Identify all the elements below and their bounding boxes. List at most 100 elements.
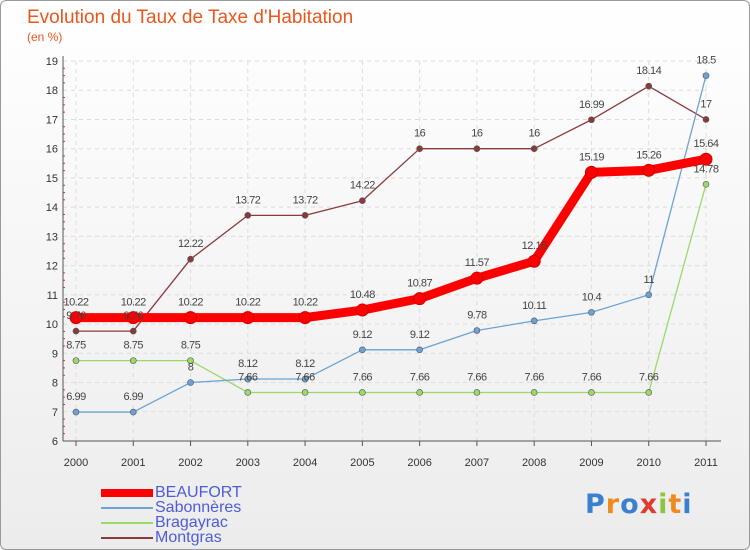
data-label: 8.75	[181, 340, 201, 352]
logo-letter: P	[585, 489, 606, 520]
data-point	[702, 116, 710, 123]
data-label: 10.87	[407, 278, 432, 290]
data-label: 7.66	[295, 371, 315, 383]
legend-label: Sabonnères	[155, 499, 242, 516]
data-label: 10.22	[121, 297, 146, 309]
data-label: 12.22	[178, 238, 203, 250]
x-tick-label: 2000	[64, 457, 88, 469]
data-label: 16	[414, 128, 426, 140]
data-point	[298, 311, 312, 325]
data-label: 8	[188, 362, 194, 374]
logo-letter: x	[639, 489, 659, 520]
data-label: 7.66	[353, 371, 373, 383]
data-point	[359, 197, 366, 205]
data-label: 13.72	[235, 194, 260, 206]
data-label: 14.78	[693, 163, 718, 175]
data-label: 11.57	[465, 257, 490, 269]
data-label: 10.4	[582, 291, 602, 303]
data-point	[702, 72, 710, 79]
y-tick-label: 6	[52, 436, 58, 448]
data-label: 7.66	[467, 371, 487, 383]
data-label: 15.19	[579, 151, 604, 163]
x-tick-label: 2001	[121, 457, 145, 469]
data-label: 13.72	[293, 194, 318, 206]
data-point	[126, 311, 140, 325]
data-label: 7.66	[524, 371, 544, 383]
x-tick-label: 2011	[694, 457, 718, 469]
x-tick-label: 2004	[293, 457, 317, 469]
data-label: 9.76	[124, 310, 144, 322]
data-point	[355, 303, 369, 317]
data-label: 9.78	[467, 310, 487, 322]
data-label: 10.48	[350, 289, 375, 301]
data-point	[473, 327, 481, 334]
chart-title: Evolution du Taux de Taxe d'Habitation	[27, 7, 354, 28]
data-point	[584, 165, 598, 179]
legend-label: BEAUFORT	[155, 484, 242, 501]
logo-letter: r	[605, 489, 621, 520]
data-label: 14.22	[350, 180, 375, 192]
data-point	[588, 116, 595, 124]
logo-letter: i	[658, 489, 669, 520]
data-label: 8.12	[238, 358, 258, 370]
y-tick-label: 12	[46, 261, 58, 273]
data-point	[129, 357, 137, 364]
data-point	[588, 309, 595, 316]
y-tick-label: 16	[46, 144, 58, 156]
data-label: 16	[471, 128, 483, 140]
data-point	[416, 346, 423, 354]
data-label: 15.26	[636, 149, 661, 161]
data-point	[72, 327, 80, 335]
y-tick-label: 7	[52, 407, 58, 419]
data-label: 10.22	[63, 297, 88, 309]
data-point	[301, 212, 309, 219]
x-tick-label: 2007	[465, 457, 489, 469]
data-label: 10.22	[178, 297, 203, 309]
data-point	[473, 145, 481, 152]
data-label: 10.22	[293, 297, 318, 309]
data-point	[530, 145, 538, 152]
data-point	[413, 292, 427, 306]
data-point	[359, 389, 366, 396]
y-tick-label: 19	[46, 56, 58, 68]
x-tick-label: 2005	[350, 457, 374, 469]
data-point	[129, 327, 137, 335]
logo-letter: o	[620, 489, 640, 520]
y-tick-label: 13	[46, 231, 58, 243]
legend-label: Bragayrac	[155, 514, 228, 531]
data-point	[187, 379, 194, 386]
y-tick-label: 15	[46, 173, 58, 185]
data-point	[129, 408, 137, 416]
legend-item: Montgras	[101, 529, 301, 546]
legend-swatch	[101, 537, 153, 539]
data-point	[184, 311, 198, 325]
data-point	[645, 291, 653, 299]
data-label: 7.66	[582, 371, 602, 383]
proxiti-logo: Proxiti	[585, 489, 693, 520]
chart-subtitle: (en %)	[27, 30, 63, 44]
data-label: 11	[644, 274, 655, 286]
data-point	[530, 317, 538, 325]
data-label: 16	[529, 128, 541, 140]
data-label: 9.12	[353, 329, 373, 341]
data-label: 7.66	[639, 371, 659, 383]
y-tick-label: 8	[52, 378, 58, 390]
data-point	[187, 357, 194, 364]
data-point	[187, 255, 194, 263]
data-label: 6.99	[124, 391, 144, 403]
data-label: 9.12	[410, 329, 430, 341]
data-point	[416, 389, 423, 396]
data-point	[416, 145, 423, 152]
data-label: 8.12	[295, 358, 315, 370]
data-point	[301, 375, 309, 383]
data-label: 15.64	[693, 138, 718, 150]
data-label: 8.75	[66, 340, 86, 352]
data-point	[473, 389, 481, 396]
data-point	[244, 375, 252, 383]
data-point	[241, 311, 255, 325]
x-tick-label: 2010	[636, 457, 660, 469]
series-line-sabonnères	[75, 74, 707, 413]
data-label: 7.66	[410, 371, 430, 383]
data-label: 18.14	[636, 65, 661, 77]
y-tick-label: 17	[46, 114, 58, 126]
